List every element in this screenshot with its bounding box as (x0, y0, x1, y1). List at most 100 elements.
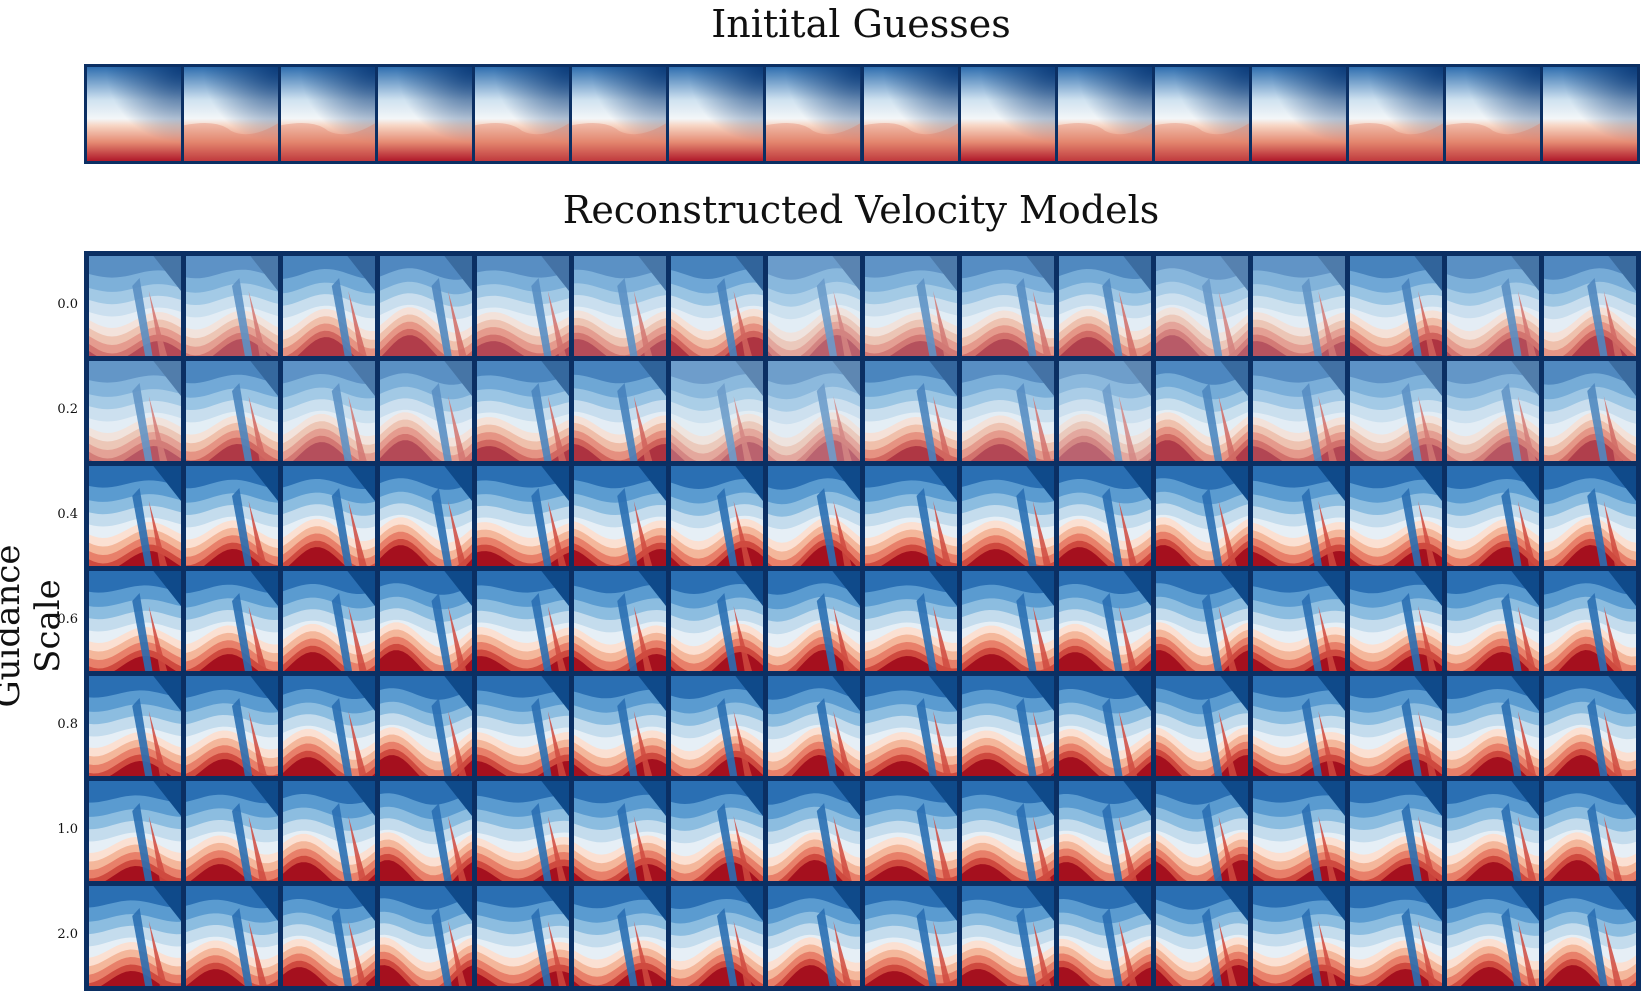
velocity-model-cell (477, 676, 569, 776)
guidance-scale-tick: 0.6 (57, 612, 78, 627)
velocity-model-cell (1059, 571, 1151, 671)
velocity-model-cell (574, 886, 666, 986)
velocity-model-cell (283, 886, 375, 986)
velocity-model-cell (865, 676, 957, 776)
velocity-model-cell (962, 466, 1054, 566)
velocity-model-cell (283, 466, 375, 566)
initial-guess-cell (766, 67, 861, 161)
guidance-scale-tick: 0.8 (57, 717, 78, 732)
initial-guess-cell (475, 67, 570, 161)
velocity-model-cell (1059, 256, 1151, 356)
velocity-model-cell (671, 781, 763, 881)
velocity-model-cell (1544, 886, 1636, 986)
velocity-model-cell (1350, 466, 1442, 566)
velocity-model-cell (1156, 781, 1248, 881)
velocity-model-cell (380, 571, 472, 671)
velocity-model-cell (865, 361, 957, 461)
velocity-model-cell (1253, 256, 1345, 356)
velocity-model-cell (574, 781, 666, 881)
velocity-model-cell (768, 466, 860, 566)
velocity-model-cell (1350, 256, 1442, 356)
velocity-model-cell (1350, 886, 1442, 986)
initial-guess-cell (1251, 67, 1346, 161)
velocity-model-cell (186, 571, 278, 671)
initial-guess-cell (281, 67, 376, 161)
velocity-model-cell (768, 781, 860, 881)
velocity-model-cell (574, 571, 666, 671)
velocity-model-cell (380, 886, 472, 986)
velocity-model-cell (962, 781, 1054, 881)
velocity-model-cell (477, 571, 569, 671)
velocity-model-cell (1544, 571, 1636, 671)
velocity-model-cell (574, 466, 666, 566)
reconstructed-models-title: Reconstructed Velocity Models (562, 188, 1160, 232)
velocity-model-cell (1350, 676, 1442, 776)
velocity-model-cell (1544, 361, 1636, 461)
velocity-model-cell (671, 571, 763, 671)
velocity-model-cell (574, 676, 666, 776)
velocity-model-cell (477, 886, 569, 986)
initial-guess-cell (1348, 67, 1443, 161)
velocity-model-cell (768, 361, 860, 461)
velocity-model-cell (1253, 466, 1345, 566)
initial-guess-cell (1445, 67, 1540, 161)
velocity-model-cell (380, 676, 472, 776)
initial-guess-cell (1542, 67, 1637, 161)
velocity-model-cell (1253, 571, 1345, 671)
initial-guesses-title: Initital Guesses (711, 2, 1011, 46)
velocity-model-cell (1447, 571, 1539, 671)
velocity-model-cell (671, 256, 763, 356)
reconstructed-models-grid (84, 251, 1641, 991)
velocity-model-cell (671, 466, 763, 566)
velocity-model-cell (671, 361, 763, 461)
velocity-model-cell (380, 781, 472, 881)
velocity-model-cell (962, 256, 1054, 356)
velocity-model-cell (477, 781, 569, 881)
velocity-model-cell (962, 886, 1054, 986)
velocity-model-cell (1156, 466, 1248, 566)
velocity-model-cell (283, 361, 375, 461)
velocity-model-cell (1059, 676, 1151, 776)
velocity-model-cell (1350, 571, 1442, 671)
velocity-model-cell (186, 466, 278, 566)
velocity-model-cell (1544, 781, 1636, 881)
velocity-model-cell (283, 781, 375, 881)
velocity-model-cell (768, 886, 860, 986)
velocity-model-cell (1059, 361, 1151, 461)
velocity-model-cell (89, 466, 181, 566)
velocity-model-cell (1544, 466, 1636, 566)
velocity-model-cell (1447, 886, 1539, 986)
velocity-model-cell (186, 256, 278, 356)
velocity-model-cell (1253, 781, 1345, 881)
velocity-model-cell (962, 361, 1054, 461)
initial-guess-cell (1154, 67, 1249, 161)
velocity-model-cell (1253, 886, 1345, 986)
velocity-model-cell (283, 676, 375, 776)
initial-guess-cell (378, 67, 473, 161)
velocity-model-cell (283, 256, 375, 356)
velocity-model-cell (1447, 466, 1539, 566)
velocity-model-cell (1059, 781, 1151, 881)
velocity-model-cell (1447, 256, 1539, 356)
velocity-model-cell (1156, 886, 1248, 986)
velocity-model-cell (1156, 676, 1248, 776)
velocity-model-cell (962, 676, 1054, 776)
velocity-model-cell (1253, 361, 1345, 461)
velocity-model-cell (186, 361, 278, 461)
velocity-model-cell (1447, 676, 1539, 776)
velocity-model-cell (1350, 781, 1442, 881)
velocity-model-cell (89, 256, 181, 356)
velocity-model-cell (380, 361, 472, 461)
velocity-model-cell (962, 571, 1054, 671)
velocity-model-cell (671, 676, 763, 776)
velocity-model-cell (477, 256, 569, 356)
initial-guesses-strip (84, 64, 1640, 164)
velocity-model-cell (865, 256, 957, 356)
velocity-model-cell (574, 256, 666, 356)
guidance-scale-tick: 2.0 (57, 927, 78, 942)
velocity-model-cell (671, 886, 763, 986)
velocity-model-cell (768, 676, 860, 776)
velocity-model-cell (477, 466, 569, 566)
initial-guess-cell (669, 67, 764, 161)
velocity-model-cell (768, 571, 860, 671)
